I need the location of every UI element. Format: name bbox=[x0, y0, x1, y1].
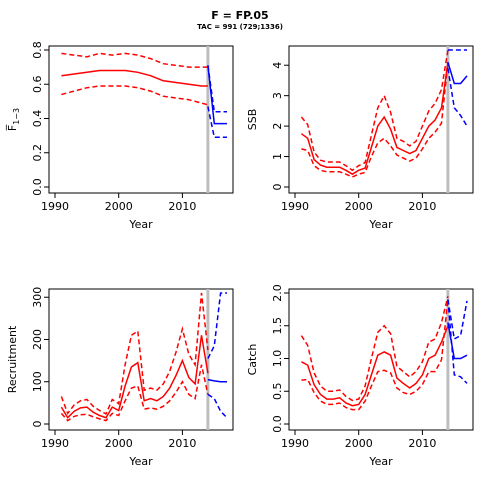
series-history-lower bbox=[301, 62, 449, 178]
y-tick-label: 1.5 bbox=[271, 317, 284, 335]
x-tick-label: 2000 bbox=[345, 200, 373, 213]
panel-ssb: 1990 2000 2010 0 1 2 3 4 Year SSB bbox=[246, 45, 474, 231]
plot-frame bbox=[288, 45, 474, 194]
series-forecast-median bbox=[207, 65, 227, 125]
series-history-lower bbox=[60, 364, 209, 422]
series-history-upper bbox=[300, 296, 449, 402]
y-tick-label: 1.0 bbox=[271, 350, 284, 368]
y-tick-label: 100 bbox=[31, 371, 44, 392]
y-axis-label: F̅1−3 bbox=[6, 108, 21, 131]
series-forecast-upper bbox=[207, 65, 227, 113]
plot-area bbox=[61, 46, 227, 193]
y-tick-label: 0 bbox=[31, 421, 44, 428]
y-axis-label: Recruitment bbox=[6, 325, 19, 393]
x-tick-label: 1990 bbox=[281, 200, 309, 213]
series-history-median bbox=[301, 325, 449, 407]
plot-frame bbox=[48, 288, 234, 431]
x-tick-label: 2000 bbox=[105, 200, 133, 213]
y-tick-label: 0 bbox=[271, 184, 284, 191]
figure-subtitle: TAC = 991 (729;1336) bbox=[197, 23, 283, 31]
x-tick-label: 2010 bbox=[168, 200, 196, 213]
series-forecast-lower bbox=[447, 68, 468, 127]
series-forecast-median bbox=[447, 61, 468, 85]
x-axis-label: Year bbox=[368, 218, 393, 231]
x-tick-label: 2000 bbox=[105, 437, 133, 450]
y-tick-label: 2.0 bbox=[271, 284, 284, 302]
series-forecast-median bbox=[447, 322, 468, 360]
y-tick-label: 200 bbox=[31, 329, 44, 350]
series-forecast-lower bbox=[207, 106, 227, 139]
series-forecast-upper bbox=[207, 292, 227, 359]
y-axis-label: SSB bbox=[246, 109, 259, 131]
y-tick-label: 4 bbox=[271, 62, 284, 69]
series-history-median bbox=[61, 69, 208, 87]
series-forecast-upper bbox=[447, 299, 468, 341]
y-tick-label: 0.6 bbox=[31, 76, 44, 94]
x-tick-label: 2010 bbox=[168, 437, 196, 450]
series-history-median bbox=[300, 62, 449, 176]
figure-title: F = FP.05 bbox=[211, 9, 269, 22]
series-forecast-lower bbox=[207, 393, 228, 419]
y-tick-label: 0.5 bbox=[271, 383, 284, 401]
y-tick-label: 2 bbox=[271, 123, 284, 130]
panel-fbar: 1990 2000 2010 0.0 0.2 0.4 0.6 0.8 Year F̅1−3 bbox=[6, 41, 234, 231]
x-tick-label: 1990 bbox=[41, 200, 69, 213]
x-tick-label: 1990 bbox=[41, 437, 69, 450]
x-axis-label: Year bbox=[128, 455, 153, 468]
x-axis-label: Year bbox=[128, 218, 153, 231]
y-tick-label: 0.2 bbox=[31, 144, 44, 162]
series-history-upper bbox=[61, 52, 208, 68]
y-tick-label: 0.0 bbox=[271, 415, 284, 433]
series-history-lower bbox=[61, 85, 209, 106]
y-tick-label: 1 bbox=[271, 153, 284, 160]
y-tick-label: 0.4 bbox=[31, 110, 44, 128]
x-tick-label: 2000 bbox=[345, 437, 373, 450]
series-history-median bbox=[60, 335, 209, 419]
series-forecast-median bbox=[207, 378, 227, 383]
panel-recruitment: 1990 2000 2010 0 100 200 300 Year Recruitment bbox=[6, 287, 234, 468]
series-history-lower bbox=[301, 299, 449, 411]
plot-area bbox=[60, 289, 228, 430]
x-axis-label: Year bbox=[368, 455, 393, 468]
plot-area bbox=[300, 289, 468, 430]
y-tick-label: 0.8 bbox=[31, 41, 44, 59]
x-tick-label: 2010 bbox=[408, 437, 436, 450]
x-tick-label: 2010 bbox=[408, 200, 436, 213]
panel-catch: 1990 2000 2010 0.0 0.5 1.0 1.5 2.0 Year Catch bbox=[246, 284, 474, 468]
y-tick-label: 0.0 bbox=[31, 178, 44, 196]
plot-frame bbox=[48, 45, 234, 194]
y-tick-label: 3 bbox=[271, 92, 284, 99]
plot-frame bbox=[288, 288, 474, 431]
y-axis-label: Catch bbox=[246, 344, 259, 376]
y-tick-label: 300 bbox=[31, 287, 44, 308]
series-history-upper bbox=[60, 292, 209, 415]
plot-area bbox=[300, 46, 468, 193]
x-tick-label: 1990 bbox=[281, 437, 309, 450]
series-history-upper bbox=[300, 49, 449, 172]
